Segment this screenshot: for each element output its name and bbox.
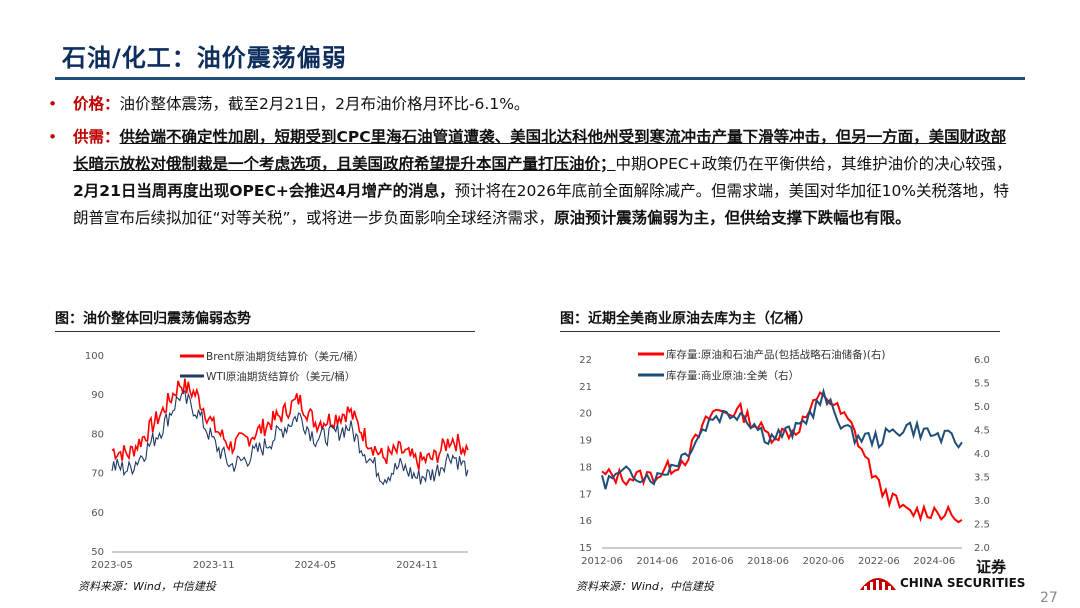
bullet-label-price: 价格： (73, 95, 120, 113)
series-line-commercial-inventory (601, 387, 963, 490)
y-right-tick-label: 3.5 (974, 473, 990, 484)
x-tick-label: 2024-06 (913, 556, 955, 567)
series-line-wti (111, 390, 469, 486)
x-tick-label: 2024-05 (295, 560, 337, 571)
legend-label: 库存量:商业原油:全美（右） (666, 369, 799, 382)
y-tick-label: 80 (91, 429, 104, 440)
china-securities-logo (860, 578, 896, 592)
x-tick-label: 2016-06 (692, 556, 734, 567)
bullet-dot: • (48, 128, 58, 146)
y-left-tick-label: 21 (579, 382, 592, 393)
y-right-tick-label: 2.5 (974, 520, 990, 531)
y-left-tick-label: 18 (579, 462, 592, 473)
x-tick-label: 2023-05 (91, 560, 133, 571)
y-left-tick-label: 22 (579, 355, 592, 366)
bullet-plain-demand: 预计将在2026年底前全面解除减产。但需求端，美国对华加征10%关税落地，特朗普… (73, 182, 1010, 227)
y-tick-label: 50 (91, 547, 104, 558)
bullet-label-supply: 供需： (73, 128, 120, 146)
title-underline (55, 77, 1025, 80)
y-left-tick-label: 15 (579, 543, 592, 554)
x-tick-label: 2022-06 (858, 556, 900, 567)
y-right-tick-label: 6.0 (974, 355, 990, 366)
right-caption-line (560, 331, 1000, 332)
x-tick-label: 2024-11 (396, 560, 438, 571)
x-tick-label: 2020-06 (803, 556, 845, 567)
bullet-dot: • (48, 95, 58, 113)
page-title: 石油/化工：油价震荡偏弱 (62, 44, 347, 72)
y-right-tick-label: 3.0 (974, 496, 990, 507)
bullet-plain-opec: 中期OPEC+政策仍在平衡供给，其维护油价的决心较强， (615, 155, 1012, 173)
left-caption-line (55, 331, 475, 332)
y-right-tick-label: 2.0 (974, 543, 990, 554)
series-line-brent (111, 378, 469, 470)
left-chart-caption: 图：油价整体回归震荡偏弱态势 (55, 311, 251, 327)
y-right-tick-label: 4.5 (974, 426, 990, 437)
legend-label: 库存量:原油和石油产品(包括战略石油储备)(右) (666, 348, 885, 361)
y-left-tick-label: 19 (579, 436, 592, 447)
y-tick-label: 100 (85, 351, 104, 362)
y-right-tick-label: 4.0 (974, 449, 990, 460)
y-left-tick-label: 16 (579, 516, 592, 527)
x-tick-label: 2023-11 (193, 560, 235, 571)
inventory-chart: 15 16 17 18 19 20 21 22 2.0 2.5 3.0 3.5 4.0 4.5 5.0 5.5… (579, 348, 990, 567)
y-tick-label: 70 (91, 469, 104, 480)
source-note-left: 资料来源：Wind，中信建投 (78, 580, 216, 593)
bullet-bold-supply: 供给端不确定性加剧，短期受到CPC里海石油管道遭袭、美国北达科他州受到寒流冲击产… (73, 128, 1007, 173)
bullet-bold-conclusion: 原油预计震荡偏弱为主，但供给支撑下跌幅也有限。 (554, 209, 911, 227)
legend-label: WTI原油期货结算价（美元/桶） (206, 370, 355, 383)
y-right-tick-label: 5.0 (974, 402, 990, 413)
source-note-right: 资料来源：Wind，中信建投 (576, 580, 714, 593)
x-tick-label: 2012-06 (581, 556, 623, 567)
series-line-total-inventory (601, 391, 963, 524)
legend-label: Brent原油期货结算价（美元/桶） (206, 350, 364, 363)
oil-price-chart: 50 60 70 80 90 100 2023-05 2023-11 2024-05 2024-1… (85, 350, 469, 571)
y-right-tick-label: 5.5 (974, 379, 990, 390)
logo-chinese-text: 证券 (976, 558, 1007, 576)
y-tick-label: 90 (91, 390, 104, 401)
y-left-tick-label: 17 (579, 489, 592, 500)
page-number: 27 (1040, 590, 1058, 606)
right-chart-caption: 图：近期全美商业原油去库为主（亿桶） (560, 311, 812, 327)
x-tick-label: 2018-06 (747, 556, 789, 567)
y-left-tick-label: 20 (579, 409, 592, 420)
bullet-bold-opec: 2月21日当周再度出现OPEC+会推迟4月增产的消息， (73, 182, 455, 200)
bullet-text-price: 油价整体震荡，截至2月21日，2月布油价格月环比-6.1%。 (119, 95, 530, 113)
y-tick-label: 60 (91, 508, 104, 519)
logo-english-text: CHINA SECURITIES (900, 576, 1026, 590)
x-tick-label: 2014-06 (636, 556, 678, 567)
